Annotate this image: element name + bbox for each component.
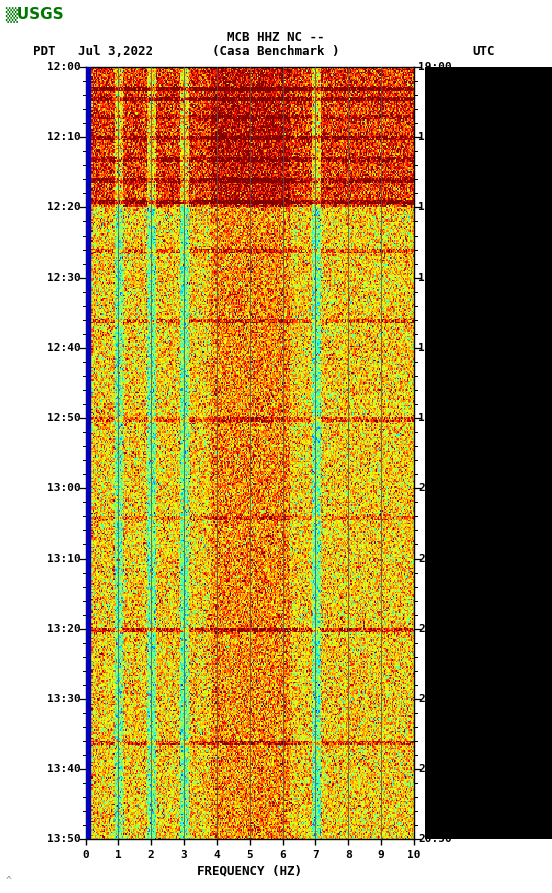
Text: 19:20: 19:20	[418, 203, 452, 213]
Text: 20:00: 20:00	[418, 483, 452, 493]
Text: 13:00: 13:00	[47, 483, 81, 493]
Text: 12:50: 12:50	[47, 413, 81, 423]
Text: ^: ^	[6, 876, 12, 886]
Text: 12:30: 12:30	[47, 272, 81, 283]
Text: 20:50: 20:50	[418, 834, 452, 845]
Text: ▒USGS: ▒USGS	[6, 6, 64, 22]
Text: MCB HHZ NC --: MCB HHZ NC --	[227, 31, 325, 45]
Text: 20:10: 20:10	[418, 554, 452, 563]
Text: 13:30: 13:30	[47, 694, 81, 704]
Text: (Casa Benchmark ): (Casa Benchmark )	[213, 45, 339, 58]
Bar	[86, 67, 90, 839]
Text: PDT   Jul 3,2022: PDT Jul 3,2022	[33, 45, 153, 58]
Text: 20:30: 20:30	[418, 694, 452, 704]
Text: 19:30: 19:30	[418, 272, 452, 283]
Text: 13:10: 13:10	[47, 554, 81, 563]
Text: 20:40: 20:40	[418, 764, 452, 774]
Text: 19:10: 19:10	[418, 132, 452, 142]
Text: 13:40: 13:40	[47, 764, 81, 774]
Text: 20:20: 20:20	[418, 623, 452, 634]
Text: 12:20: 12:20	[47, 203, 81, 213]
Text: 13:20: 13:20	[47, 623, 81, 634]
Text: 19:40: 19:40	[418, 343, 452, 353]
Text: UTC: UTC	[472, 45, 495, 58]
Text: 13:50: 13:50	[47, 834, 81, 845]
Text: 19:50: 19:50	[418, 413, 452, 423]
Text: 12:00: 12:00	[47, 62, 81, 72]
Text: 12:10: 12:10	[47, 132, 81, 142]
Text: 12:40: 12:40	[47, 343, 81, 353]
Text: 19:00: 19:00	[418, 62, 452, 72]
X-axis label: FREQUENCY (HZ): FREQUENCY (HZ)	[197, 864, 302, 877]
